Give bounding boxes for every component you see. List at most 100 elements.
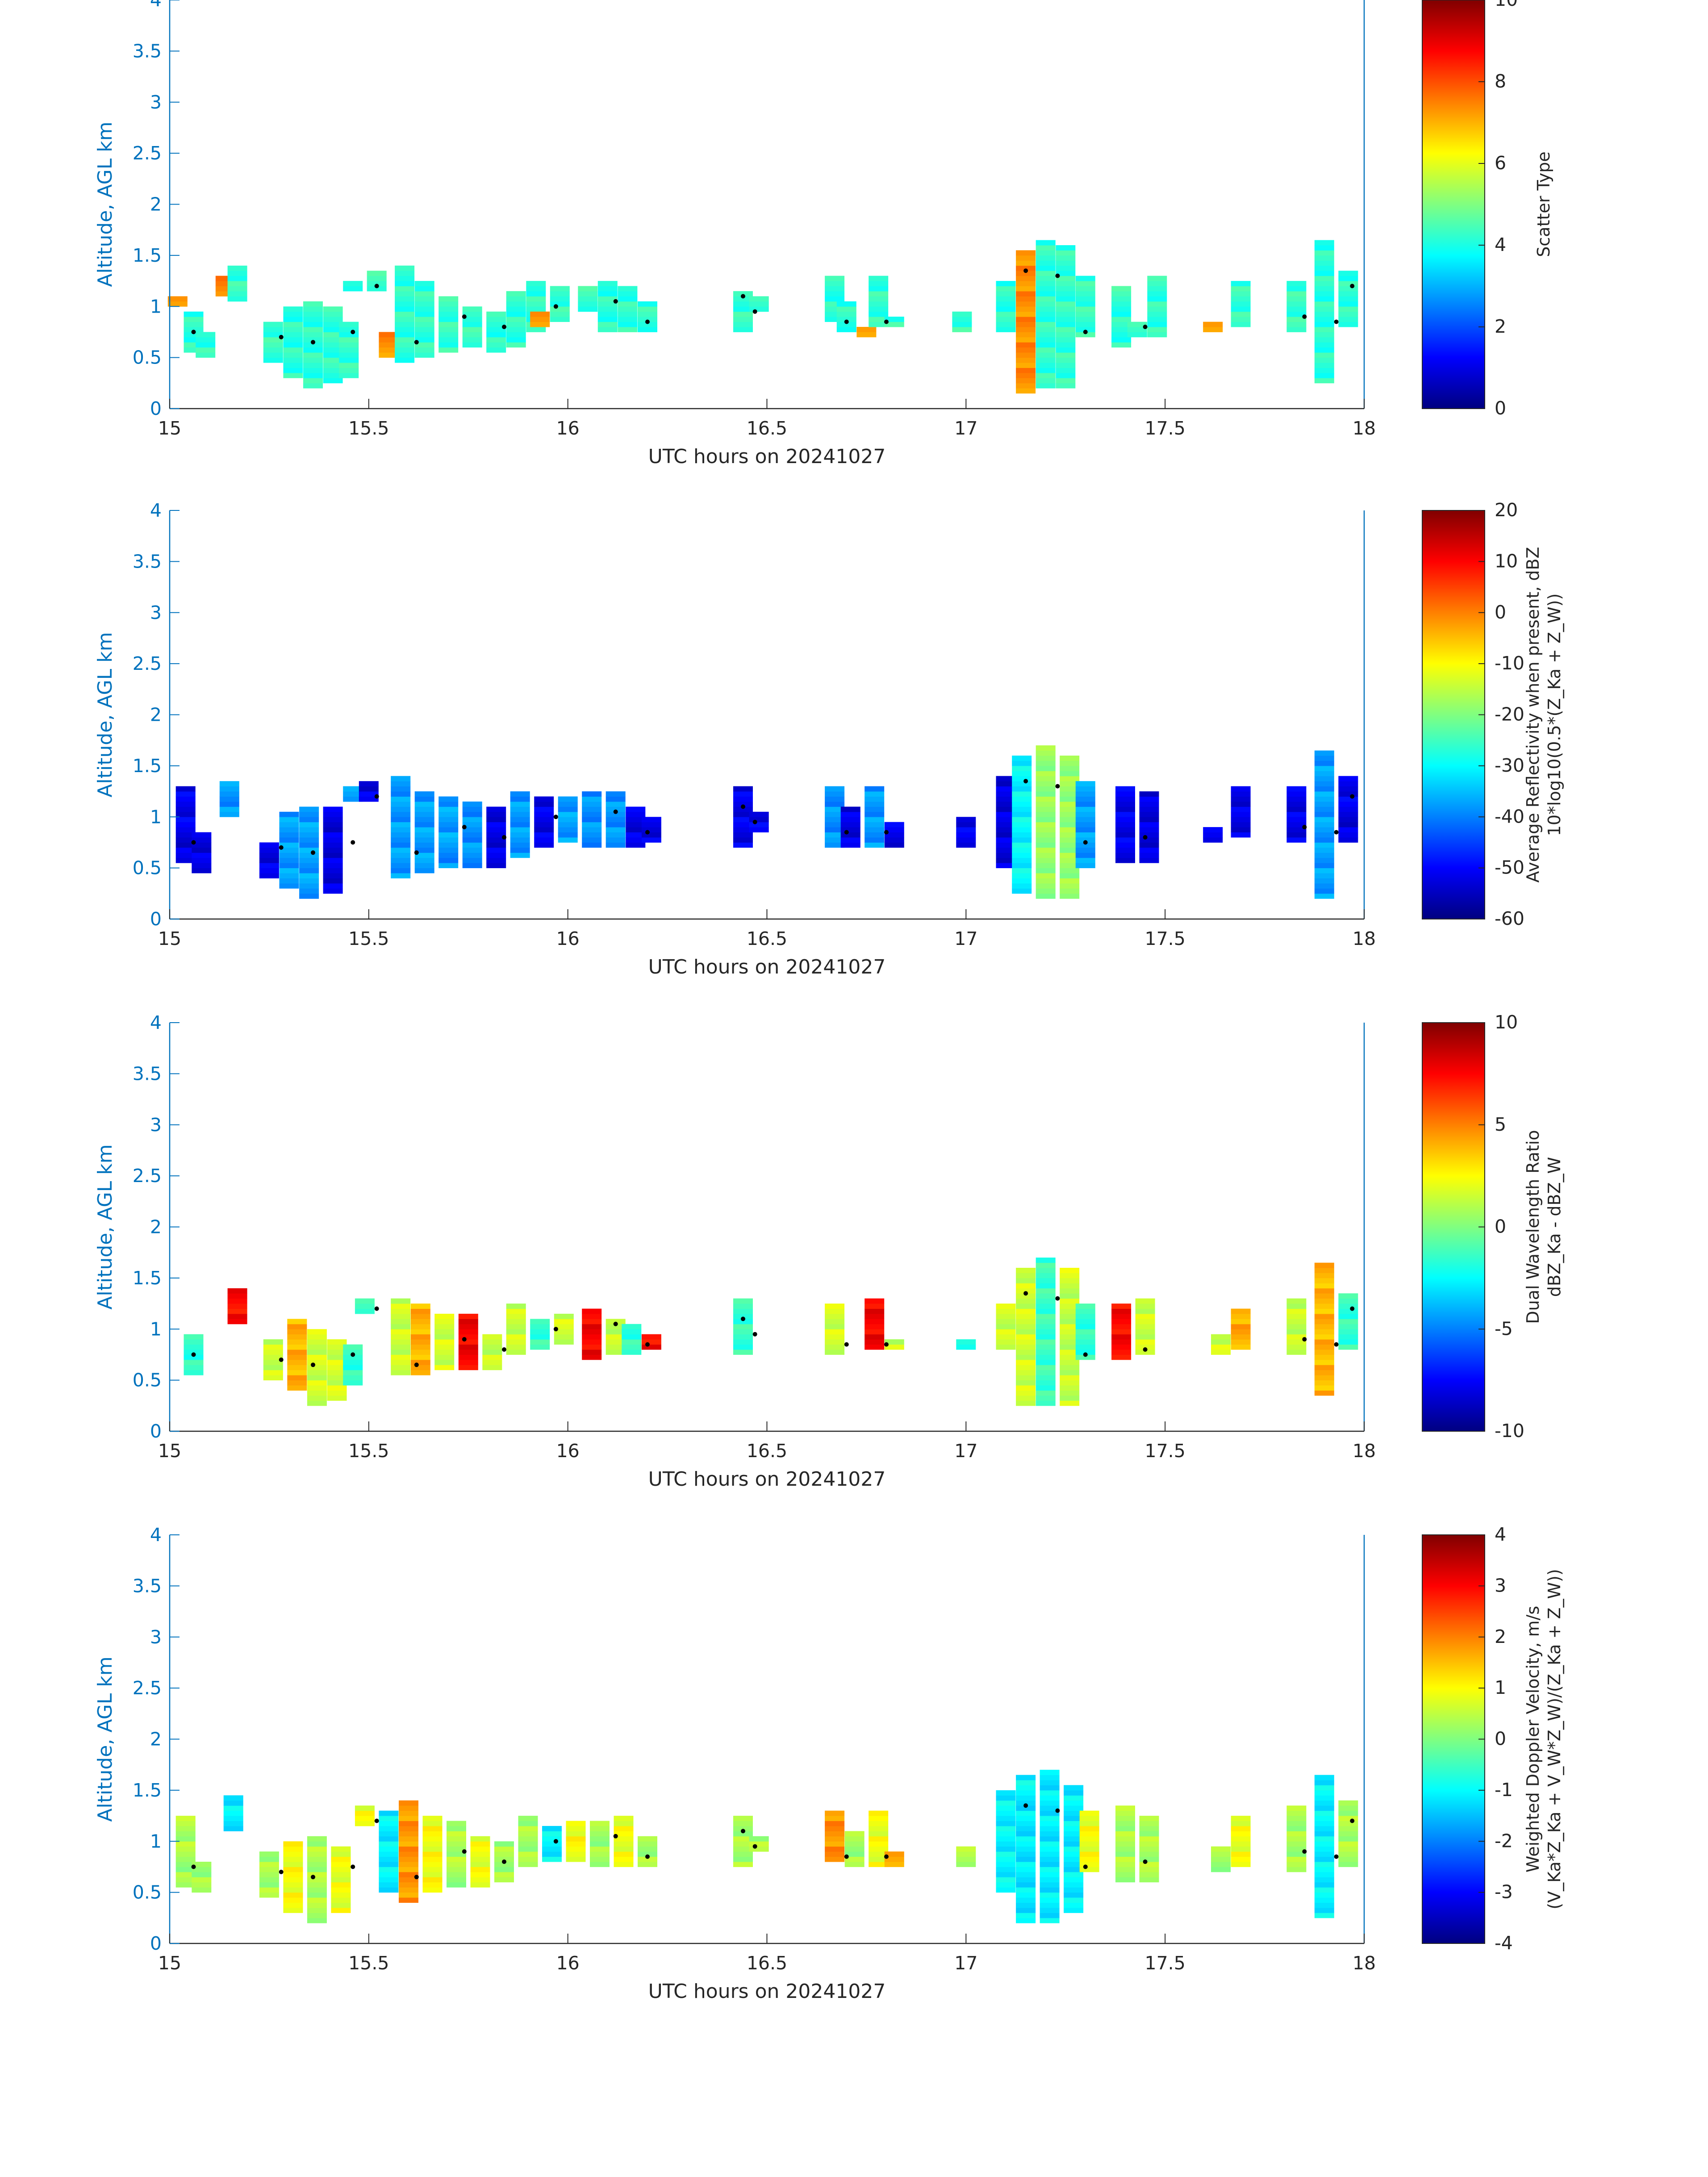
heatmap-cell <box>554 1324 574 1329</box>
heatmap-cell <box>996 1867 1016 1872</box>
heatmap-cell <box>422 1831 443 1837</box>
heatmap-cell <box>825 832 845 838</box>
heatmap-cell <box>1036 1334 1056 1340</box>
heatmap-cell <box>1127 327 1147 332</box>
heatmap-cell <box>733 837 753 843</box>
heatmap-cell <box>219 786 239 792</box>
heatmap-cell <box>1147 276 1167 281</box>
y-tick-label: 1.5 <box>133 755 162 777</box>
heatmap-cell <box>1056 265 1076 271</box>
heatmap-cell <box>1286 1324 1307 1329</box>
heatmap-cell <box>462 306 482 312</box>
heatmap-cell <box>1060 1350 1080 1355</box>
heatmap-cell <box>1040 1882 1060 1888</box>
heatmap-cell <box>192 1867 212 1872</box>
colorbar-tick-label: -10 <box>1495 652 1524 674</box>
heatmap-cell <box>438 832 459 838</box>
heatmap-cell <box>299 878 319 884</box>
heatmap-cell <box>1060 868 1080 873</box>
heatmap-cell <box>996 301 1016 307</box>
colorbar-tick-label: -10 <box>1495 1420 1524 1442</box>
heatmap-cell <box>438 796 459 802</box>
heatmap-cell <box>1139 837 1159 843</box>
heatmap-cell <box>1036 1298 1056 1304</box>
heatmap-cell <box>749 306 769 312</box>
heatmap-cell <box>956 832 976 838</box>
heatmap-cell <box>1075 1304 1095 1309</box>
heatmap-cell <box>323 873 343 878</box>
heatmap-cell <box>1012 868 1032 873</box>
heatmap-cell <box>447 1821 466 1826</box>
heatmap-cell <box>1314 1298 1334 1304</box>
heatmap-cell <box>279 837 299 843</box>
heatmap-cell <box>447 1846 466 1852</box>
heatmap-cell <box>825 1810 845 1816</box>
heatmap-cell <box>1016 1795 1036 1801</box>
heatmap-cell <box>167 296 188 302</box>
heatmap-cell <box>1016 317 1036 322</box>
heatmap-cell <box>1064 1846 1084 1852</box>
heatmap-cell <box>1314 1390 1334 1396</box>
heatmap-cell <box>1075 842 1095 848</box>
heatmap-cell <box>606 837 626 843</box>
heatmap-cell <box>323 868 343 873</box>
heatmap-cell <box>518 1831 538 1837</box>
heatmap-cell <box>550 286 570 292</box>
heatmap-cell <box>1016 1913 1036 1918</box>
heatmap-cell <box>582 1344 602 1350</box>
heatmap-cell <box>1036 1278 1056 1283</box>
heatmap-cell <box>836 301 856 307</box>
heatmap-cell <box>470 1851 490 1857</box>
heatmap-cell <box>458 1339 478 1345</box>
heatmap-cell <box>1040 1800 1060 1806</box>
heatmap-cell <box>825 317 845 322</box>
heatmap-cell <box>1075 791 1095 797</box>
heatmap-cell <box>1016 1324 1036 1329</box>
heatmap-cell <box>884 1856 904 1862</box>
heatmap-cell <box>506 1319 526 1325</box>
heatmap-cell <box>1314 863 1334 869</box>
heatmap-cell <box>869 291 889 297</box>
heatmap-cell <box>462 322 482 327</box>
heatmap-cell <box>1286 801 1307 807</box>
heatmap-cell <box>279 817 299 823</box>
heatmap-cell <box>323 322 343 327</box>
heatmap-cell <box>323 368 343 373</box>
heatmap-cell <box>1036 317 1056 322</box>
heatmap-cell <box>438 801 459 807</box>
heatmap-cell <box>1079 1810 1099 1816</box>
heatmap-cell <box>1314 1907 1334 1913</box>
heatmap-cell <box>542 1826 562 1831</box>
heatmap-cell <box>996 306 1016 312</box>
heatmap-cell <box>434 1313 455 1319</box>
heatmap-cell <box>414 337 434 343</box>
heatmap-cell <box>175 791 196 797</box>
heatmap-cell <box>1286 1304 1307 1309</box>
y-tick-label: 3.5 <box>133 551 162 572</box>
heatmap-cell <box>733 327 753 332</box>
heatmap-cell <box>438 306 459 312</box>
heatmap-cell <box>223 1800 243 1806</box>
heatmap-cell <box>1231 1313 1251 1319</box>
heatmap-cell <box>590 1846 610 1852</box>
heatmap-cell <box>327 1370 347 1375</box>
heatmap-cell <box>434 1334 455 1340</box>
heatmap-cell <box>1040 1913 1060 1918</box>
heatmap-cell <box>1056 276 1076 281</box>
heatmap-cell <box>638 327 657 332</box>
heatmap-cell <box>175 842 196 848</box>
heatmap-cell <box>438 332 459 338</box>
heatmap-cell <box>825 1308 845 1314</box>
heatmap-cell <box>434 1324 455 1329</box>
heatmap-cell <box>1016 1862 1036 1867</box>
heatmap-cell <box>1286 317 1307 322</box>
heatmap-cell <box>323 357 343 363</box>
heatmap-cell <box>618 327 638 332</box>
heatmap-cell <box>626 817 646 823</box>
heatmap-cell <box>1036 260 1056 266</box>
heatmap-cell <box>1314 781 1334 787</box>
heatmap-cell <box>219 806 239 812</box>
heatmap-cell <box>331 1851 351 1857</box>
heatmap-cell <box>1314 1892 1334 1898</box>
heatmap-cell <box>1139 1877 1159 1883</box>
